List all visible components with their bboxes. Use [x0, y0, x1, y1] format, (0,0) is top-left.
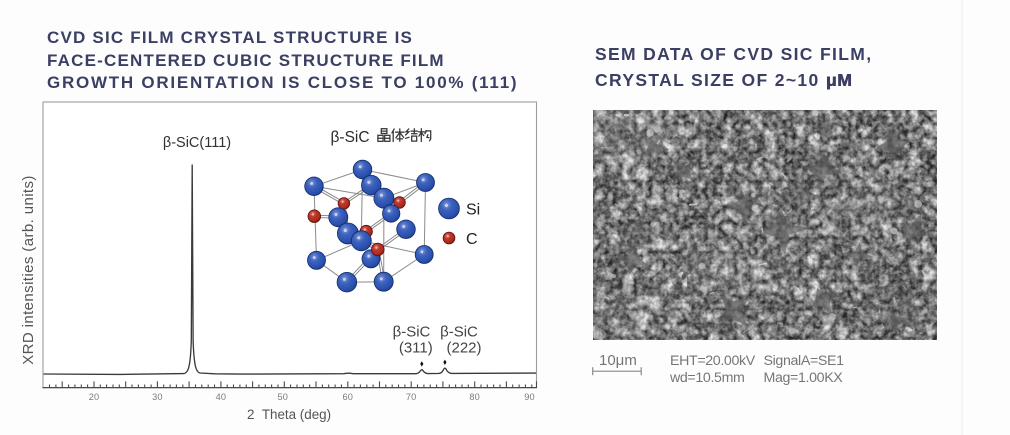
svg-text:β-SiC: β-SiC [440, 324, 478, 341]
svg-text:C: C [466, 231, 478, 248]
svg-text:EHT=20.00kV: EHT=20.00kV [670, 353, 756, 369]
svg-text:XRD intensities (arb. units): XRD intensities (arb. units) [20, 175, 37, 365]
svg-text:wd=10.5mm: wd=10.5mm [669, 370, 745, 386]
svg-text:(222): (222) [446, 340, 481, 357]
svg-text:β-SiC: β-SiC [331, 129, 370, 146]
svg-text:β-SiC: β-SiC [393, 324, 431, 341]
svg-text:SignalA=SE1: SignalA=SE1 [764, 353, 845, 369]
svg-text:40: 40 [216, 392, 227, 402]
svg-text:60: 60 [342, 392, 353, 402]
svg-text:10μm: 10μm [599, 352, 637, 369]
svg-text:90: 90 [524, 392, 535, 402]
svg-text:50: 50 [277, 392, 288, 402]
svg-text:30: 30 [152, 392, 163, 402]
svg-text:Si: Si [466, 202, 480, 219]
svg-text:β-SiC(111): β-SiC(111) [163, 135, 231, 151]
svg-text:Mag=1.00KX: Mag=1.00KX [764, 370, 844, 386]
svg-text:2 Theta (deg): 2 Theta (deg) [247, 407, 331, 422]
svg-text:70: 70 [406, 392, 417, 402]
svg-text:(311): (311) [399, 340, 433, 357]
svg-text:80: 80 [469, 392, 480, 402]
svg-text:20: 20 [89, 392, 100, 402]
